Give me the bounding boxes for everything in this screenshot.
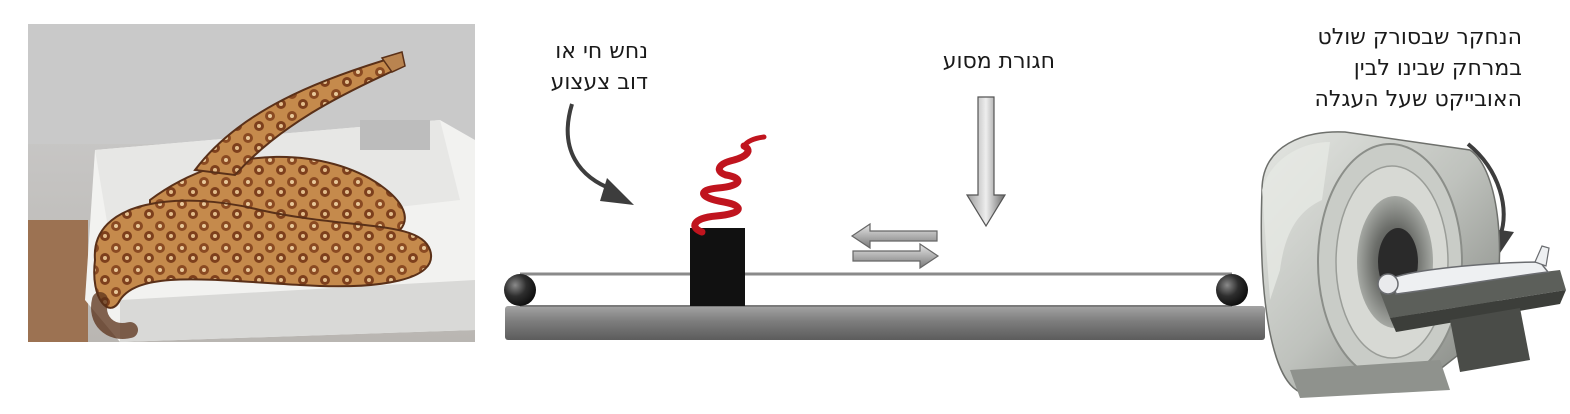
snake-label-line-2: דוב צעצוע bbox=[550, 70, 648, 95]
down-arrow-icon bbox=[965, 96, 1007, 228]
object-box bbox=[690, 228, 745, 306]
left-pulley bbox=[504, 274, 536, 306]
subject-label-line-1: הנחקר שבסורק שולט bbox=[1317, 25, 1522, 50]
conveyor bbox=[504, 272, 1265, 340]
mri-scanner-icon bbox=[1260, 131, 1566, 398]
bidirectional-arrows-icon bbox=[850, 222, 940, 270]
belt-label: חגורת מסוע bbox=[943, 46, 1055, 77]
belt-label-line-1: חגורת מסוע bbox=[942, 49, 1055, 74]
object-cart bbox=[690, 134, 767, 306]
subject-label-line-2: במרחק שבינו לבין bbox=[1353, 56, 1522, 81]
subject-label: הנחקר שבסורק שולט במרחק שבינו לבין האובי… bbox=[1315, 22, 1522, 115]
snake-label: נחש חי או דוב צעצוע bbox=[551, 36, 648, 98]
right-pulley bbox=[1216, 274, 1248, 306]
snake-label-line-1: נחש חי או bbox=[555, 39, 648, 64]
snake-photo bbox=[28, 24, 475, 342]
subject-label-line-3: האובייקט שעל העגלה bbox=[1314, 87, 1522, 112]
toy-snake-icon bbox=[691, 134, 767, 236]
curved-arrow-icon bbox=[565, 103, 634, 205]
rail bbox=[505, 306, 1265, 340]
